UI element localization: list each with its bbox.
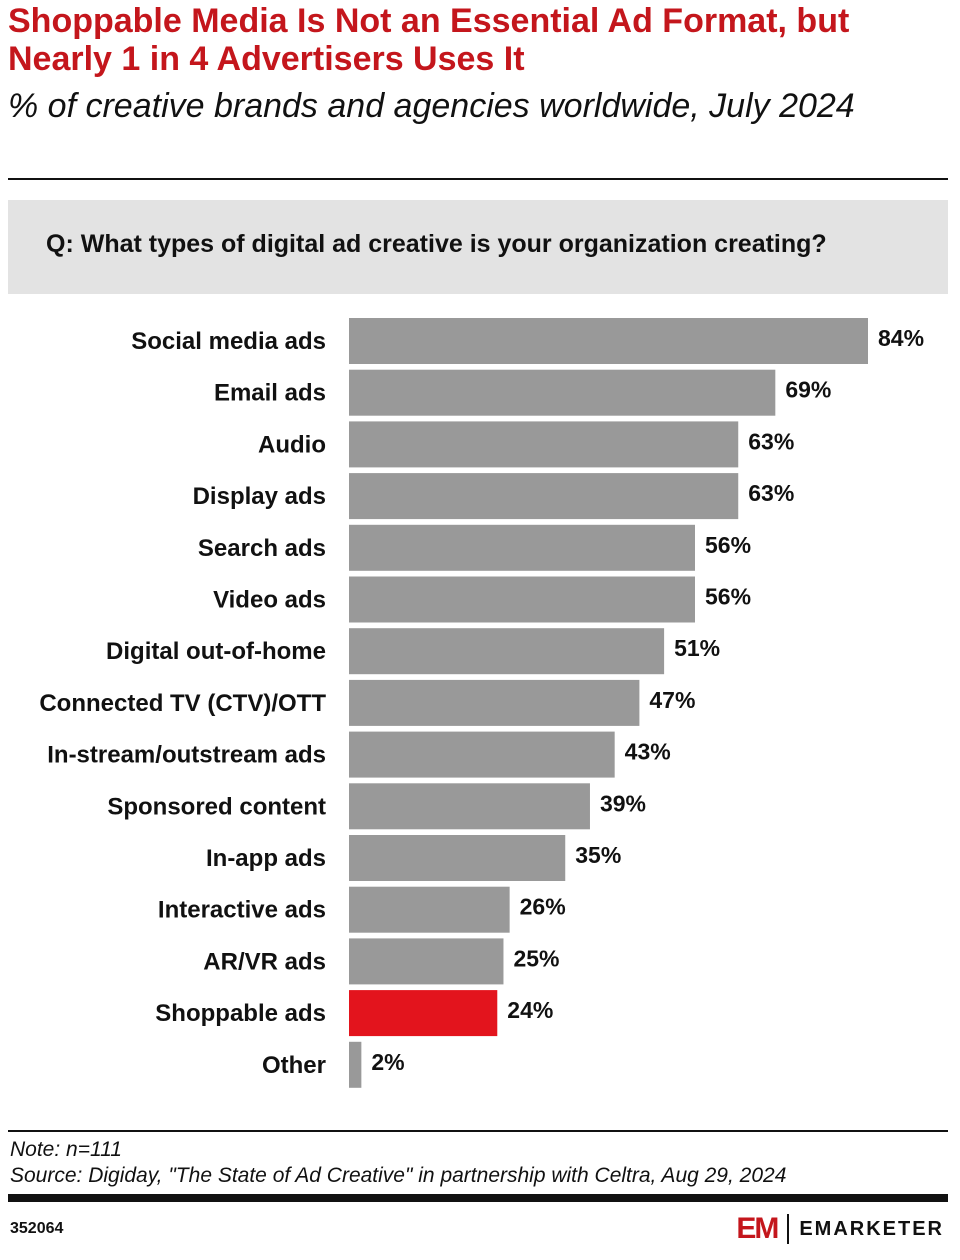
bar-in-stream-outstream-ads (349, 731, 615, 778)
category-label-other: Other (262, 1052, 326, 1079)
top-divider (8, 178, 948, 180)
category-label-digital-out-of-home: Digital out-of-home (106, 638, 326, 665)
value-label-ar-vr-ads: 25% (513, 945, 559, 971)
value-label-interactive-ads: 26% (520, 894, 566, 920)
category-label-social-media-ads: Social media ads (131, 328, 326, 355)
value-label-social-media-ads: 84% (878, 325, 924, 351)
bar-ar-vr-ads (349, 938, 504, 985)
source-text: Source: Digiday, "The State of Ad Creati… (10, 1164, 787, 1187)
bar-sponsored-content (349, 783, 590, 830)
bottom-divider (8, 1130, 948, 1132)
value-label-digital-out-of-home: 51% (674, 635, 720, 661)
category-label-sponsored-content: Sponsored content (107, 793, 326, 820)
question-text: Q: What types of digital ad creative is … (46, 230, 827, 258)
category-label-email-ads: Email ads (214, 380, 326, 407)
category-label-display-ads: Display ads (193, 483, 326, 510)
value-label-display-ads: 63% (748, 480, 794, 506)
chart-subtitle: % of creative brands and agencies worldw… (8, 87, 855, 125)
value-label-connected-tv-ctv-ott: 47% (649, 687, 695, 713)
bar-audio (349, 421, 739, 468)
value-label-in-stream-outstream-ads: 43% (625, 739, 671, 765)
value-label-other: 2% (371, 1049, 404, 1075)
footer-bar (8, 1194, 948, 1202)
chart-id: 352064 (10, 1220, 64, 1237)
chart-title: Shoppable Media Is Not an Essential Ad F… (8, 2, 850, 78)
value-label-sponsored-content: 39% (600, 790, 646, 816)
bar-shoppable-ads (349, 990, 498, 1037)
bar-display-ads (349, 473, 739, 520)
category-label-audio: Audio (258, 431, 326, 458)
value-label-shoppable-ads: 24% (507, 997, 553, 1023)
bar-social-media-ads (349, 318, 868, 364)
logo-text: EMARKETER (799, 1218, 944, 1240)
bar-email-ads (349, 369, 776, 416)
value-label-in-app-ads: 35% (575, 842, 621, 868)
value-labels-layer: 84% 69% 63% 63% 56% 56% 51% 47% 43% 39% 35% 26% 25% 2… (371, 325, 924, 1075)
bars-layer (349, 318, 868, 1088)
category-label-in-stream-outstream-ads: In-stream/outstream ads (47, 742, 326, 769)
category-label-in-app-ads: In-app ads (206, 845, 326, 872)
bar-digital-out-of-home (349, 628, 665, 675)
bar-chart: Social media ads Email ads Audio Display ad… (39, 318, 924, 1088)
logo-divider (787, 1214, 790, 1244)
category-label-search-ads: Search ads (198, 535, 326, 562)
category-label-interactive-ads: Interactive ads (158, 897, 326, 924)
category-label-ar-vr-ads: AR/VR ads (203, 948, 326, 975)
question-panel: Q: What types of digital ad creative is … (8, 200, 948, 294)
value-label-search-ads: 56% (705, 532, 751, 558)
category-labels-layer: Social media ads Email ads Audio Display ad… (39, 328, 326, 1079)
category-label-video-ads: Video ads (213, 587, 326, 614)
bar-connected-tv-ctv-ott (349, 679, 640, 726)
bar-in-app-ads (349, 835, 566, 881)
bar-other (349, 1041, 362, 1088)
category-label-connected-tv-ctv-ott: Connected TV (CTV)/OTT (39, 690, 326, 717)
bar-video-ads (349, 576, 695, 623)
value-label-video-ads: 56% (705, 584, 751, 610)
category-label-shoppable-ads: Shoppable ads (155, 1000, 326, 1027)
logo-mark: EM (736, 1212, 779, 1245)
bar-search-ads (349, 524, 695, 571)
emarketer-logo: EM EMARKETER (736, 1212, 944, 1246)
note-text: Note: n=111 (10, 1138, 122, 1161)
bar-interactive-ads (349, 886, 510, 933)
value-label-audio: 63% (748, 428, 794, 454)
value-label-email-ads: 69% (785, 377, 831, 403)
